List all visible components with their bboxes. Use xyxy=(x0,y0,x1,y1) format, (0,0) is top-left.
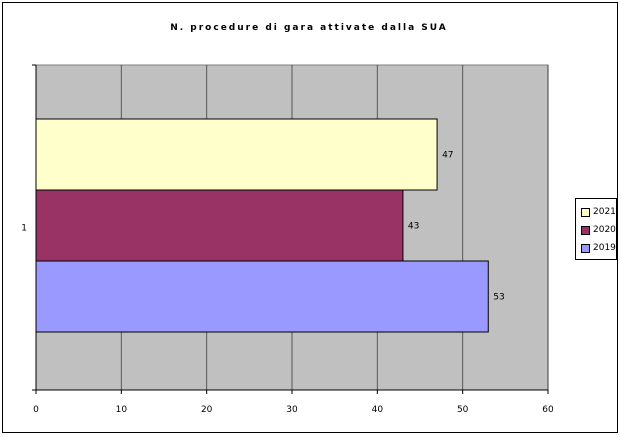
legend-label-2021: 2021 xyxy=(593,207,616,217)
data-label-2019: 53 xyxy=(493,293,504,303)
x-tick-label-10: 10 xyxy=(116,405,128,415)
legend-swatch-2021 xyxy=(581,207,590,217)
legend-label-2020: 2020 xyxy=(593,225,616,235)
bar-2021 xyxy=(35,118,438,191)
bar-2019 xyxy=(35,260,489,333)
x-tick-label-30: 30 xyxy=(286,405,298,415)
x-tick-label-40: 40 xyxy=(372,405,384,415)
legend-item-2020: 2020 xyxy=(581,221,616,239)
legend-label-2019: 2019 xyxy=(593,243,616,253)
data-label-2021: 47 xyxy=(442,151,453,161)
axes: 0 10 20 30 40 50 60 1 xyxy=(21,64,554,415)
legend-swatch-2019 xyxy=(581,243,590,253)
category-label-1: 1 xyxy=(21,224,27,234)
data-label-2020: 43 xyxy=(408,222,419,232)
legend-swatch-2020 xyxy=(581,225,590,235)
x-tick-label-50: 50 xyxy=(457,405,469,415)
legend-item-2019: 2019 xyxy=(581,239,616,257)
chart-title: N. procedure di gara attivate dalla SUA xyxy=(170,23,448,33)
bars xyxy=(35,118,489,333)
legend: 2021 2020 2019 xyxy=(575,198,617,260)
x-tick-label-20: 20 xyxy=(201,405,213,415)
bar-2020 xyxy=(35,189,404,262)
x-tick-label-60: 60 xyxy=(542,405,554,415)
x-tick-label-0: 0 xyxy=(33,405,39,415)
data-labels: 47 43 53 xyxy=(408,151,505,303)
legend-item-2021: 2021 xyxy=(581,203,616,221)
